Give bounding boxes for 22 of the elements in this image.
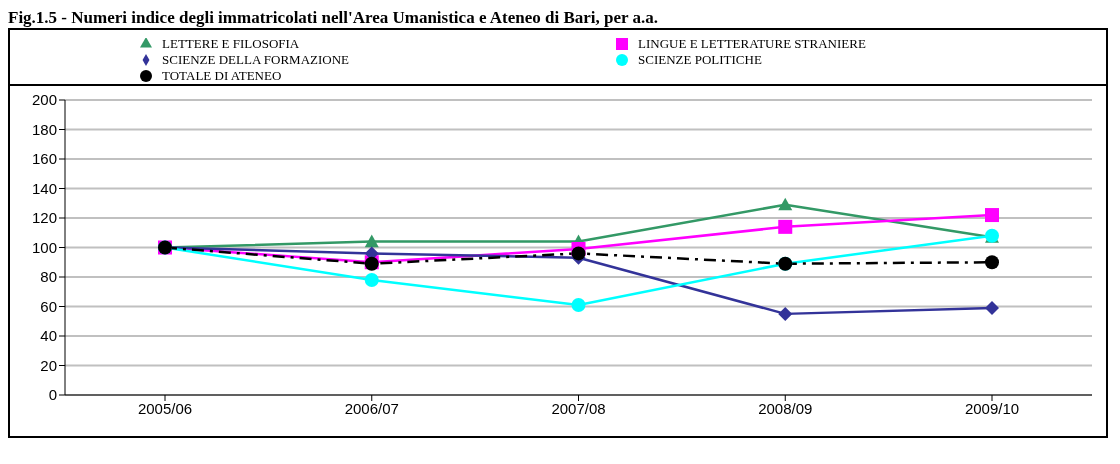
y-tick-label: 0	[48, 386, 57, 404]
y-tick-label: 60	[40, 297, 57, 315]
y-tick-label: 180	[31, 120, 57, 138]
x-tick-label: 2005/06	[137, 399, 193, 417]
y-tick-label: 20	[40, 356, 57, 374]
x-tick-label: 2009/10	[964, 399, 1020, 417]
y-tick-label: 80	[40, 268, 57, 286]
y-tick-label: 100	[31, 238, 57, 256]
legend-label: SCIENZE DELLA FORMAZIONE	[162, 52, 350, 68]
y-tick-label: 120	[31, 209, 57, 227]
x-tick-label: 2008/09	[758, 399, 813, 417]
x-tick-label: 2007/08	[551, 399, 606, 417]
legend-label: TOTALE DI ATENEO	[162, 68, 282, 84]
y-tick-label: 160	[31, 150, 57, 168]
y-tick-label: 140	[31, 179, 57, 197]
legend-label: LINGUE E LETTERATURE STRANIERE	[638, 36, 866, 52]
y-tick-label: 200	[31, 91, 57, 109]
chart-title: Fig.1.5 - Numeri indice degli immatricolati nell'Area Umanistica e Ateneo di Bari, per a.a.	[8, 8, 659, 28]
x-tick-label: 2006/07	[344, 399, 399, 417]
legend-label: SCIENZE POLITICHE	[638, 52, 762, 68]
y-tick-label: 40	[40, 327, 57, 345]
legend-label: LETTERE E FILOSOFIA	[162, 36, 300, 52]
